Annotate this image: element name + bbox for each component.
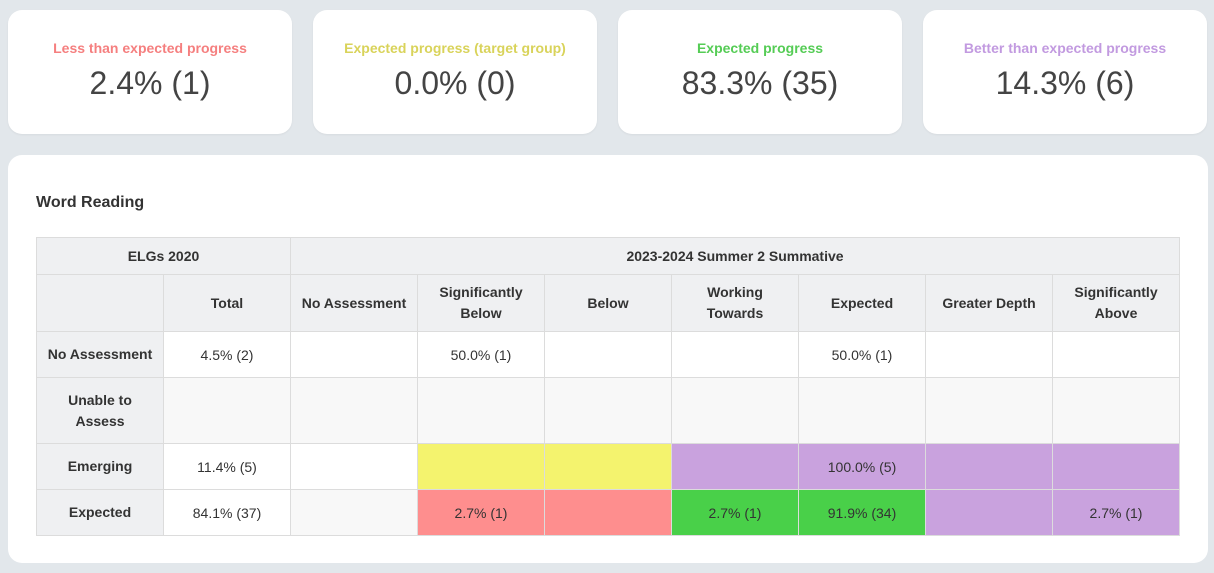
column-header-total: Total <box>163 274 291 332</box>
card-value: 14.3% (6) <box>995 65 1135 101</box>
card-label: Better than expected progress <box>963 40 1167 56</box>
summary-card-less-than-expected: Less than expected progress 2.4% (1) <box>8 10 292 134</box>
cell <box>925 331 1053 378</box>
cell-purple <box>1052 443 1180 490</box>
cell-purple <box>925 489 1053 536</box>
cell <box>1052 331 1180 378</box>
column-header-significantly-below: Significantly Below <box>417 274 545 332</box>
cell-green: 2.7% (1) <box>671 489 799 536</box>
row-header: Unable to Assess <box>36 377 164 444</box>
cell-total: 11.4% (5) <box>163 443 291 490</box>
card-label: Expected progress (target group) <box>344 40 566 56</box>
cell-purple: 2.7% (1) <box>1052 489 1180 536</box>
group-header-elgs: ELGs 2020 <box>36 237 291 275</box>
cell-purple <box>671 443 799 490</box>
cell <box>1052 377 1180 444</box>
summary-card-expected: Expected progress 83.3% (35) <box>618 10 902 134</box>
card-label: Less than expected progress <box>53 40 247 56</box>
cell <box>544 377 672 444</box>
cell-green: 91.9% (34) <box>798 489 926 536</box>
cell-red <box>544 489 672 536</box>
table-row-expected: Expected 84.1% (37) 2.7% (1) 2.7% (1) 91… <box>36 489 1180 536</box>
card-value: 2.4% (1) <box>89 65 211 101</box>
transition-matrix-panel: Word Reading ELGs 2020 2023-2024 Summer … <box>8 155 1208 563</box>
summary-card-better-than-expected: Better than expected progress 14.3% (6) <box>923 10 1207 134</box>
cell <box>544 331 672 378</box>
card-value: 83.3% (35) <box>681 65 839 101</box>
card-value: 0.0% (0) <box>394 65 516 101</box>
table-row-emerging: Emerging 11.4% (5) 100.0% (5) <box>36 443 1180 490</box>
column-header-row: Total No Assessment Significantly Below … <box>36 274 1180 332</box>
cell <box>290 377 418 444</box>
cell <box>925 377 1053 444</box>
cell-total: 84.1% (37) <box>163 489 291 536</box>
cell-purple: 100.0% (5) <box>798 443 926 490</box>
group-header-summative: 2023-2024 Summer 2 Summative <box>290 237 1180 275</box>
cell-total: 4.5% (2) <box>163 331 291 378</box>
cell <box>671 331 799 378</box>
cell-purple <box>925 443 1053 490</box>
table-row-unable-to-assess: Unable to Assess <box>36 377 1180 444</box>
summary-card-expected-target: Expected progress (target group) 0.0% (0… <box>313 10 597 134</box>
group-header-row: ELGs 2020 2023-2024 Summer 2 Summative <box>36 237 1180 275</box>
cell-yellow <box>417 443 545 490</box>
cell <box>798 377 926 444</box>
cell <box>290 331 418 378</box>
row-header: Expected <box>36 489 164 536</box>
section-title: Word Reading <box>36 194 145 211</box>
cell-red: 2.7% (1) <box>417 489 545 536</box>
cell <box>417 377 545 444</box>
column-header-working-towards: Working Towards <box>671 274 799 332</box>
column-header-blank <box>36 274 164 332</box>
column-header-no-assessment: No Assessment <box>290 274 418 332</box>
cell <box>290 443 418 490</box>
row-header: Emerging <box>36 443 164 490</box>
cell <box>671 377 799 444</box>
cell: 50.0% (1) <box>798 331 926 378</box>
card-label: Expected progress <box>696 40 824 56</box>
cell-yellow <box>544 443 672 490</box>
column-header-below: Below <box>544 274 672 332</box>
cell: 50.0% (1) <box>417 331 545 378</box>
column-header-greater-depth: Greater Depth <box>925 274 1053 332</box>
row-header: No Assessment <box>36 331 164 378</box>
transition-matrix-table: ELGs 2020 2023-2024 Summer 2 Summative T… <box>36 237 1180 536</box>
cell-total <box>163 377 291 444</box>
cell <box>290 489 418 536</box>
column-header-expected: Expected <box>798 274 926 332</box>
table-row-no-assessment: No Assessment 4.5% (2) 50.0% (1) 50.0% (… <box>36 331 1180 378</box>
column-header-significantly-above: Significantly Above <box>1052 274 1180 332</box>
